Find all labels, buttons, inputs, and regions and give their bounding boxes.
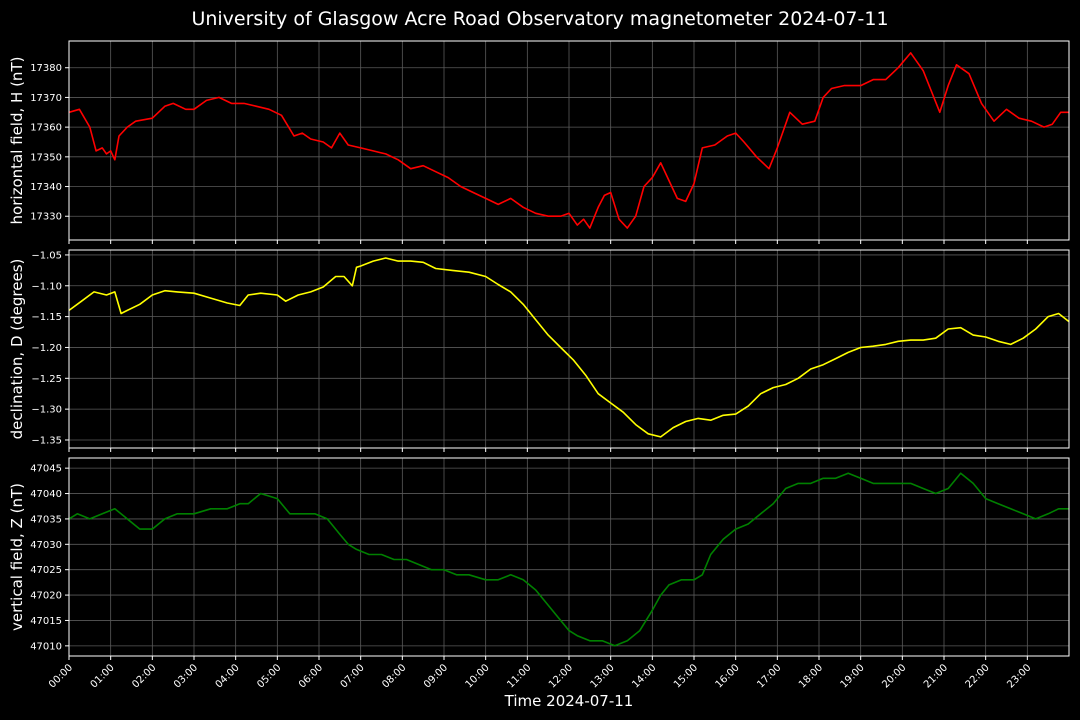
y-tick-label: 47035	[30, 514, 62, 525]
y-tick-label: 17350	[30, 152, 62, 163]
x-tick-label: 13:00	[589, 662, 617, 690]
x-tick-label: 06:00	[297, 662, 325, 690]
x-tick-label: 23:00	[1005, 662, 1033, 690]
y-tick-label: 17380	[30, 63, 62, 74]
series-line-1	[68, 52, 1069, 229]
series-line-3	[68, 472, 1069, 647]
chart-title: University of Glasgow Acre Road Observat…	[191, 8, 889, 30]
x-tick-label: 01:00	[89, 662, 117, 690]
y-tick-label: 47015	[30, 616, 62, 627]
x-tick-label: 21:00	[922, 662, 950, 690]
y-tick-label: 17360	[30, 123, 62, 134]
x-tick-label: 20:00	[880, 662, 908, 690]
y-tick-label: −1.25	[31, 374, 62, 385]
panel-1-frame	[68, 40, 1070, 241]
y-axis-label-1: horizontal field, H (nT)	[8, 57, 26, 225]
x-tick-label: 11:00	[505, 662, 533, 690]
x-tick-label: 18:00	[797, 662, 825, 690]
y-tick-label: 47045	[30, 464, 62, 475]
series-line-2	[68, 257, 1070, 438]
x-tick-label: 03:00	[172, 662, 200, 690]
x-tick-label: 09:00	[422, 662, 450, 690]
panel-2-frame	[68, 249, 1070, 449]
x-tick-label: 07:00	[339, 662, 367, 690]
y-tick-label: −1.35	[31, 435, 62, 446]
x-tick-label: 00:00	[47, 662, 75, 690]
x-tick-label: 15:00	[672, 662, 700, 690]
y-tick-label: 17330	[30, 212, 62, 223]
y-tick-label: −1.30	[31, 405, 62, 416]
y-tick-label: 47030	[30, 540, 62, 551]
y-tick-label: 47010	[30, 641, 62, 652]
x-tick-label: 02:00	[130, 662, 158, 690]
x-tick-label: 17:00	[755, 662, 783, 690]
x-tick-label: 22:00	[964, 662, 992, 690]
y-tick-label: −1.05	[31, 250, 62, 261]
y-tick-label: −1.20	[31, 343, 62, 354]
panel-3-frame	[68, 457, 1070, 657]
y-tick-label: 47040	[30, 489, 62, 500]
y-tick-label: −1.15	[31, 312, 62, 323]
y-axis-label-2: declination, D (degrees)	[8, 259, 26, 440]
y-axis-label-3: vertical field, Z (nT)	[8, 483, 26, 631]
x-axis-label: Time 2024-07-11	[504, 692, 634, 710]
y-tick-label: 47020	[30, 591, 62, 602]
y-tick-label: −1.10	[31, 281, 62, 292]
x-tick-label: 16:00	[714, 662, 742, 690]
x-tick-label: 19:00	[839, 662, 867, 690]
y-tick-label: 17340	[30, 182, 62, 193]
x-tick-label: 04:00	[214, 662, 242, 690]
x-tick-label: 05:00	[255, 662, 283, 690]
y-tick-label: 17370	[30, 93, 62, 104]
x-tick-label: 12:00	[547, 662, 575, 690]
y-tick-label: 47025	[30, 565, 62, 576]
x-tick-label: 10:00	[464, 662, 492, 690]
x-tick-label: 14:00	[630, 662, 658, 690]
x-tick-label: 08:00	[380, 662, 408, 690]
